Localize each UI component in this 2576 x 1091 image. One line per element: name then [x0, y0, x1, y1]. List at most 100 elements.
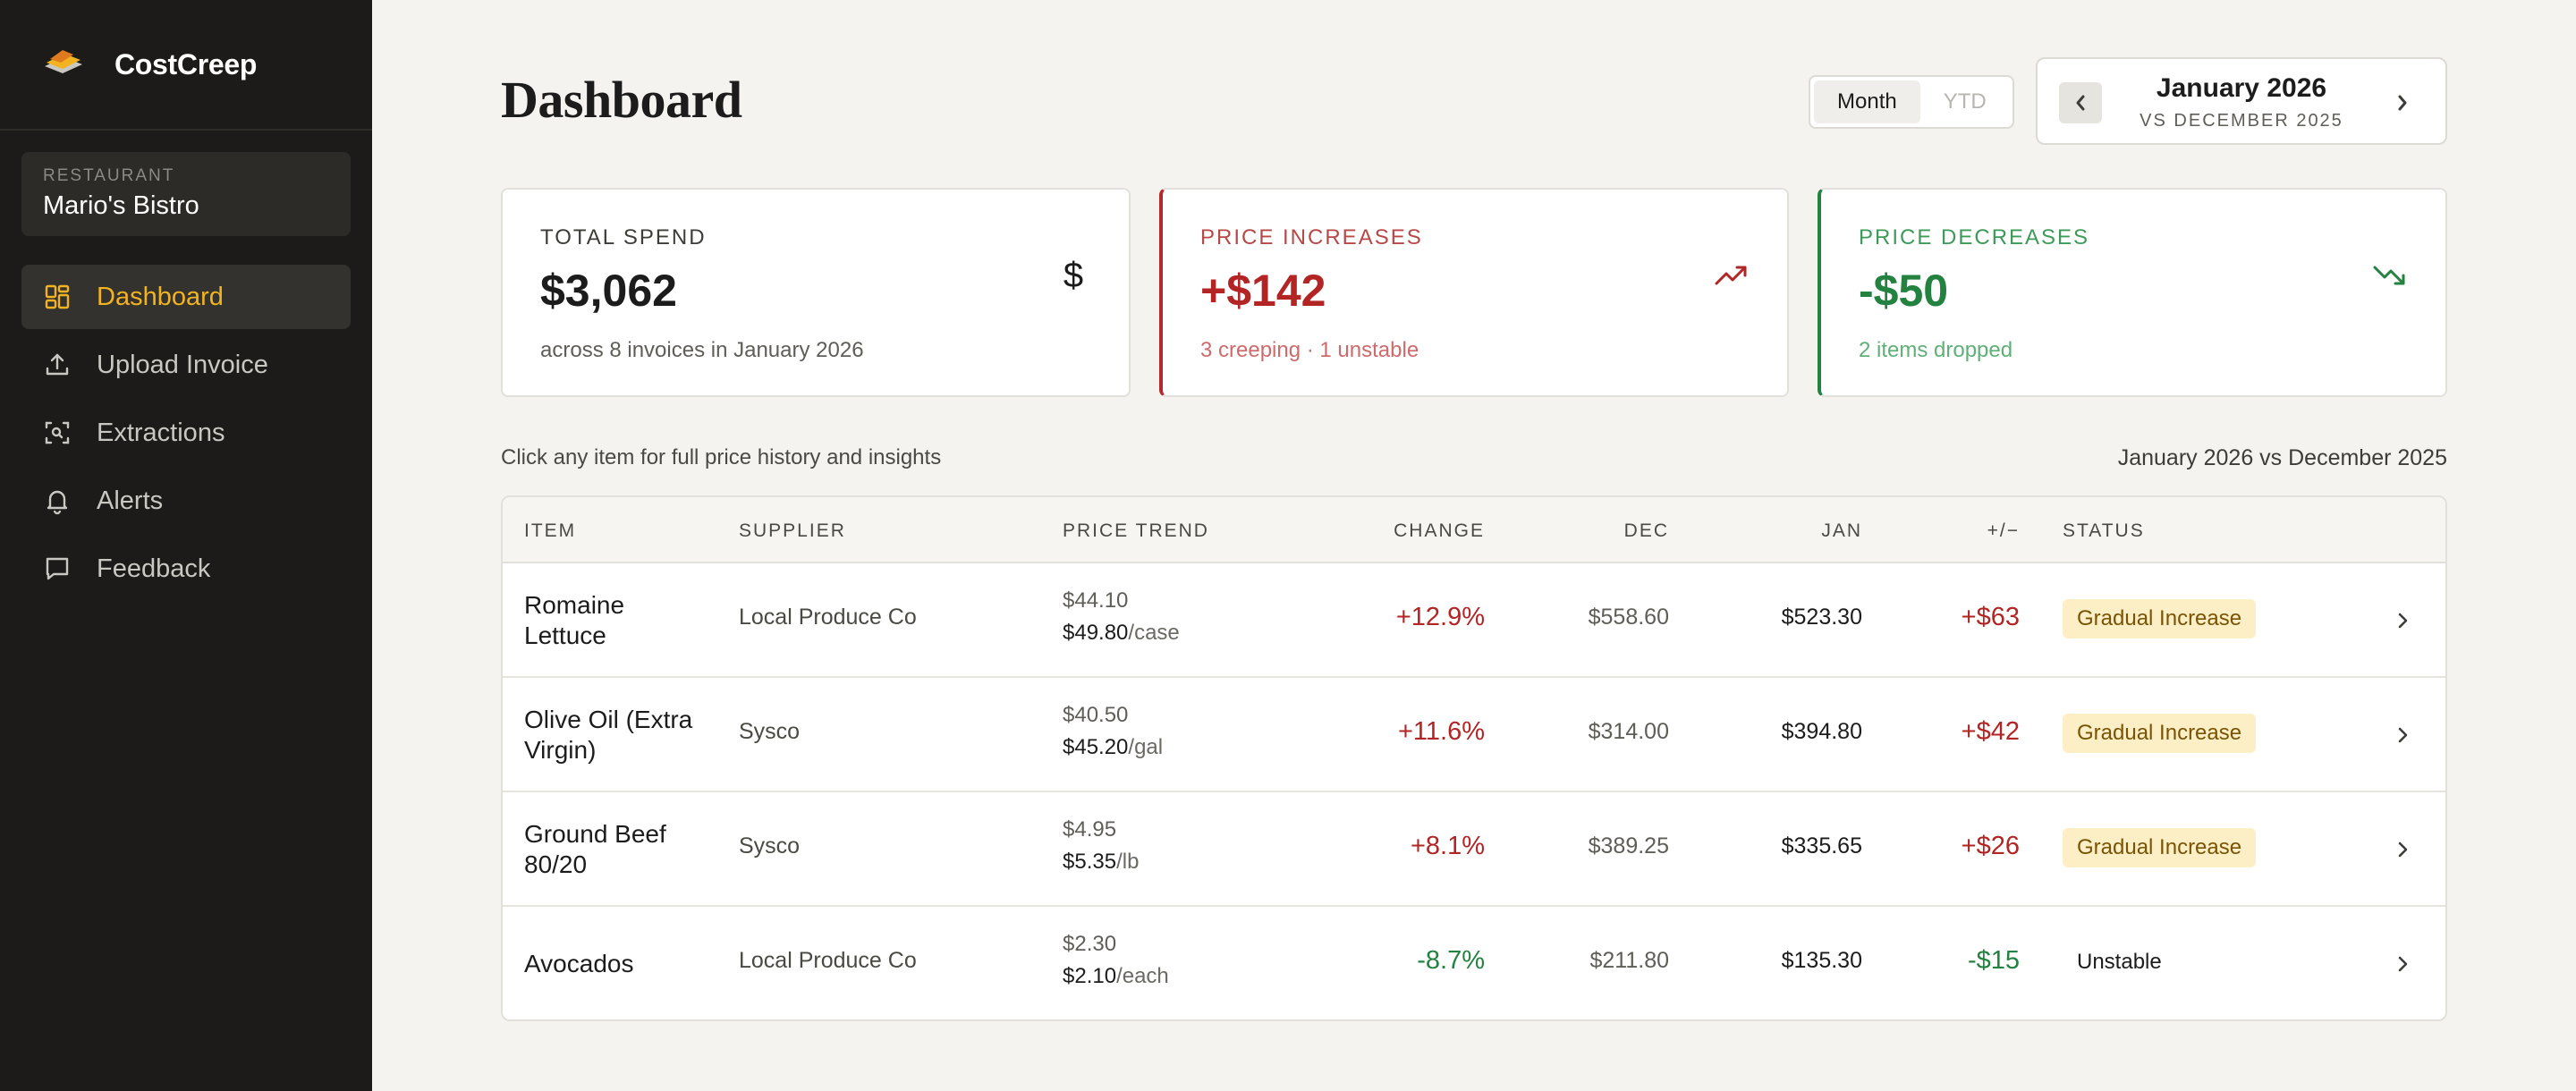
- dec-total: $211.80: [1589, 948, 1669, 973]
- next-period-button[interactable]: [2381, 82, 2424, 123]
- sidebar-item-alerts[interactable]: Alerts: [21, 469, 351, 533]
- dec-total: $314.00: [1588, 719, 1669, 744]
- status-cell: Unstable: [2063, 943, 2176, 982]
- toggle-month[interactable]: Month: [1814, 80, 1920, 123]
- period-title: January 2026: [2156, 73, 2327, 103]
- table-row[interactable]: Avocados Local Produce Co $2.30 $2.10/ea…: [503, 907, 2445, 1019]
- header-status[interactable]: STATUS: [2063, 520, 2145, 541]
- status-badge: Gradual Increase: [2063, 599, 2257, 639]
- header-jan[interactable]: JAN: [1821, 520, 1862, 541]
- app-name: CostCreep: [114, 47, 258, 80]
- sidebar-item-dashboard[interactable]: Dashboard: [21, 265, 351, 329]
- price-trend: $40.50 $45.20/gal: [1063, 703, 1163, 760]
- item-name: Avocados: [524, 950, 634, 977]
- chevron-right-icon: [2398, 95, 2407, 111]
- change-percent: +8.1%: [1410, 832, 1485, 860]
- previous-price: $4.95: [1063, 817, 1117, 842]
- restaurant-label: RESTAURANT: [43, 166, 175, 185]
- table-row[interactable]: Ground Beef 80/20 Sysco $4.95 $5.35/lb +…: [503, 792, 2445, 907]
- card-label: PRICE DECREASES: [1859, 225, 2090, 249]
- item-name: Romaine Lettuce: [524, 591, 625, 649]
- status-badge: Gradual Increase: [2063, 714, 2257, 753]
- card-subtitle: 2 items dropped: [1859, 338, 2013, 362]
- supplier-name: Local Produce Co: [739, 948, 917, 973]
- header-item[interactable]: ITEM: [524, 520, 577, 541]
- header-price-trend[interactable]: PRICE TREND: [1063, 520, 1209, 541]
- period-selector: January 2026 VS DECEMBER 2025: [2036, 57, 2447, 145]
- page-title: Dashboard: [501, 71, 742, 129]
- brand[interactable]: CostCreep: [0, 0, 372, 131]
- previous-price: $2.30: [1063, 932, 1117, 956]
- change-percent: +12.9%: [1395, 603, 1485, 631]
- jan-total: $135.30: [1781, 948, 1862, 973]
- table-body: Romaine Lettuce Local Produce Co $44.10 …: [503, 563, 2445, 1019]
- table-compare-label: January 2026 vs December 2025: [2117, 445, 2447, 470]
- previous-period-button[interactable]: [2059, 82, 2102, 123]
- price-unit: /case: [1128, 621, 1180, 645]
- trend-up-icon: [1714, 258, 1750, 293]
- summary-cards: TOTAL SPEND $3,062 across 8 invoices in …: [501, 188, 2447, 397]
- restaurant-selector[interactable]: RESTAURANT Mario's Bistro: [21, 152, 351, 236]
- sidebar-item-label: Dashboard: [97, 282, 224, 311]
- period-toggle: Month YTD: [1809, 75, 2014, 129]
- supplier-name: Local Produce Co: [739, 605, 917, 630]
- table-hint: Click any item for full price history an…: [501, 445, 942, 469]
- price-table: ITEM SUPPLIER PRICE TREND CHANGE DEC JAN…: [501, 495, 2447, 1021]
- current-price: $5.35/lb: [1063, 850, 1139, 875]
- chevron-right-icon[interactable]: [2394, 724, 2411, 746]
- total-spend-card[interactable]: TOTAL SPEND $3,062 across 8 invoices in …: [501, 188, 1131, 397]
- sidebar: CostCreep RESTAURANT Mario's Bistro Dash…: [0, 0, 372, 1091]
- restaurant-name: Mario's Bistro: [43, 191, 199, 220]
- status-badge: Gradual Increase: [2063, 828, 2257, 867]
- change-percent: -8.7%: [1417, 946, 1485, 975]
- current-price: $2.10/each: [1063, 964, 1169, 989]
- card-value: -$50: [1859, 266, 1949, 316]
- price-increases-card[interactable]: PRICE INCREASES +$142 3 creeping · 1 uns…: [1159, 188, 1789, 397]
- card-subtitle: 3 creeping · 1 unstable: [1200, 338, 1419, 362]
- supplier-name: Sysco: [739, 719, 801, 744]
- sidebar-item-label: Extractions: [97, 418, 225, 447]
- header-change[interactable]: CHANGE: [1394, 520, 1485, 541]
- header-diff[interactable]: +/−: [1987, 520, 2020, 541]
- current-price-value: $5.35: [1063, 850, 1117, 874]
- sidebar-item-upload-invoice[interactable]: Upload Invoice: [21, 333, 351, 397]
- price-unit: /lb: [1116, 850, 1140, 874]
- diff-amount: +$42: [1961, 717, 2020, 746]
- diff-amount: -$15: [1967, 946, 2020, 975]
- header-supplier[interactable]: SUPPLIER: [739, 520, 846, 541]
- chevron-right-icon[interactable]: [2394, 839, 2411, 860]
- sidebar-item-feedback[interactable]: Feedback: [21, 537, 351, 601]
- current-price-value: $49.80: [1063, 621, 1129, 645]
- price-trend: $44.10 $49.80/case: [1063, 588, 1180, 646]
- diff-amount: +$63: [1961, 603, 2020, 631]
- price-trend: $4.95 $5.35/lb: [1063, 817, 1139, 875]
- price-unit: /each: [1116, 964, 1169, 988]
- dec-total: $389.25: [1588, 833, 1669, 858]
- status-cell: Gradual Increase: [2063, 599, 2257, 639]
- sidebar-item-extractions[interactable]: Extractions: [21, 401, 351, 465]
- chevron-right-icon[interactable]: [2394, 610, 2411, 631]
- header-dec[interactable]: DEC: [1623, 520, 1669, 541]
- sidebar-item-label: Feedback: [97, 554, 211, 583]
- price-unit: /gal: [1128, 735, 1164, 759]
- table-header: ITEM SUPPLIER PRICE TREND CHANGE DEC JAN…: [503, 497, 2445, 563]
- price-decreases-card[interactable]: PRICE DECREASES -$50 2 items dropped: [1818, 188, 2447, 397]
- upload-icon: [43, 351, 72, 379]
- jan-total: $394.80: [1781, 719, 1862, 744]
- sidebar-item-label: Upload Invoice: [97, 350, 268, 379]
- card-subtitle: across 8 invoices in January 2026: [540, 338, 864, 362]
- dec-total: $558.60: [1588, 605, 1669, 630]
- dollar-icon: $: [1063, 255, 1084, 295]
- card-value: $3,062: [540, 266, 677, 316]
- scan-icon: [43, 419, 72, 447]
- chevron-left-icon: [2076, 95, 2085, 111]
- price-trend: $2.30 $2.10/each: [1063, 932, 1169, 989]
- toggle-ytd[interactable]: YTD: [1943, 89, 1987, 114]
- item-name: Ground Beef 80/20: [524, 820, 666, 878]
- table-row[interactable]: Romaine Lettuce Local Produce Co $44.10 …: [503, 563, 2445, 678]
- current-price: $49.80/case: [1063, 621, 1180, 646]
- logo-icon: [45, 50, 82, 73]
- table-row[interactable]: Olive Oil (Extra Virgin) Sysco $40.50 $4…: [503, 678, 2445, 792]
- jan-total: $335.65: [1781, 833, 1862, 858]
- chevron-right-icon[interactable]: [2394, 953, 2411, 975]
